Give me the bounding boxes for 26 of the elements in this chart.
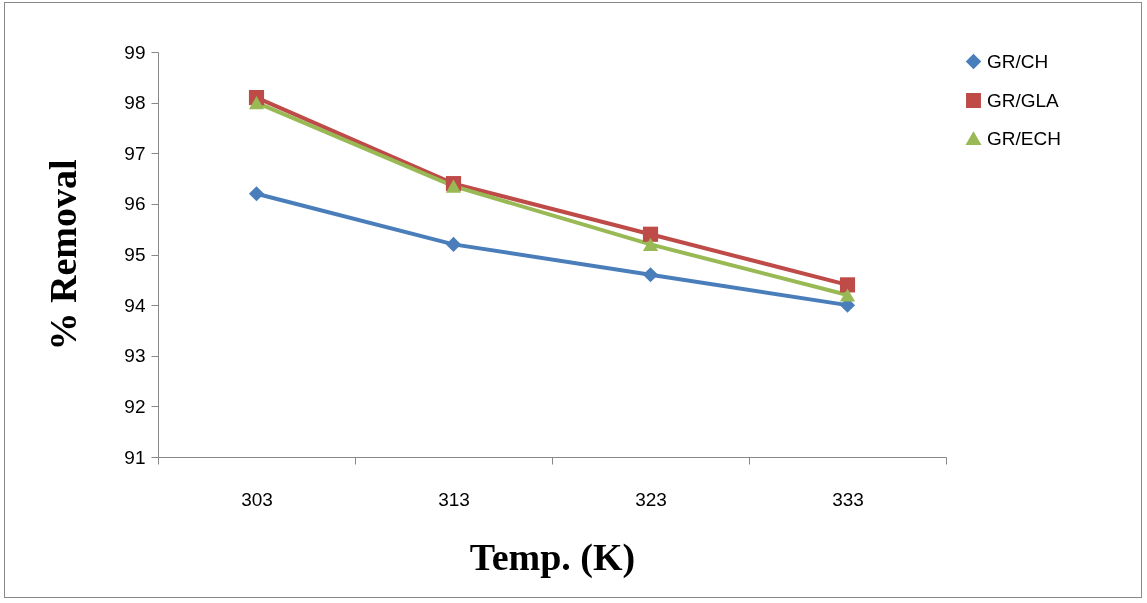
- y-tick-label: 92: [124, 395, 146, 417]
- y-tick-label: 95: [124, 244, 146, 265]
- y-axis-title: % Removal: [42, 159, 85, 351]
- x-axis-title: Temp. (K): [469, 535, 636, 579]
- point: [642, 237, 659, 251]
- point: [642, 226, 659, 242]
- x-tick-label: 303: [241, 488, 273, 510]
- point: [248, 186, 265, 202]
- y-tick-label: 91: [124, 446, 146, 468]
- y-tick-label: 96: [124, 193, 146, 215]
- y-tick-label: 94: [124, 294, 146, 316]
- x-tick-label: 333: [832, 488, 864, 510]
- y-tick-label: 97: [124, 142, 146, 164]
- y-tick-label: 99: [124, 41, 146, 63]
- point: [839, 288, 856, 302]
- legend-label: GR/ECH: [987, 127, 1061, 149]
- legend-label: GR/GLA: [987, 89, 1060, 111]
- point: [839, 277, 856, 293]
- x-tick-label: 323: [635, 488, 667, 510]
- x-tick-label: 313: [438, 488, 470, 510]
- legend-label: GR/CH: [987, 50, 1049, 72]
- point: [445, 236, 462, 252]
- y-tick-label: 98: [124, 92, 146, 114]
- point: [248, 96, 265, 110]
- y-tick-label: 93: [124, 345, 146, 367]
- point: [642, 267, 659, 283]
